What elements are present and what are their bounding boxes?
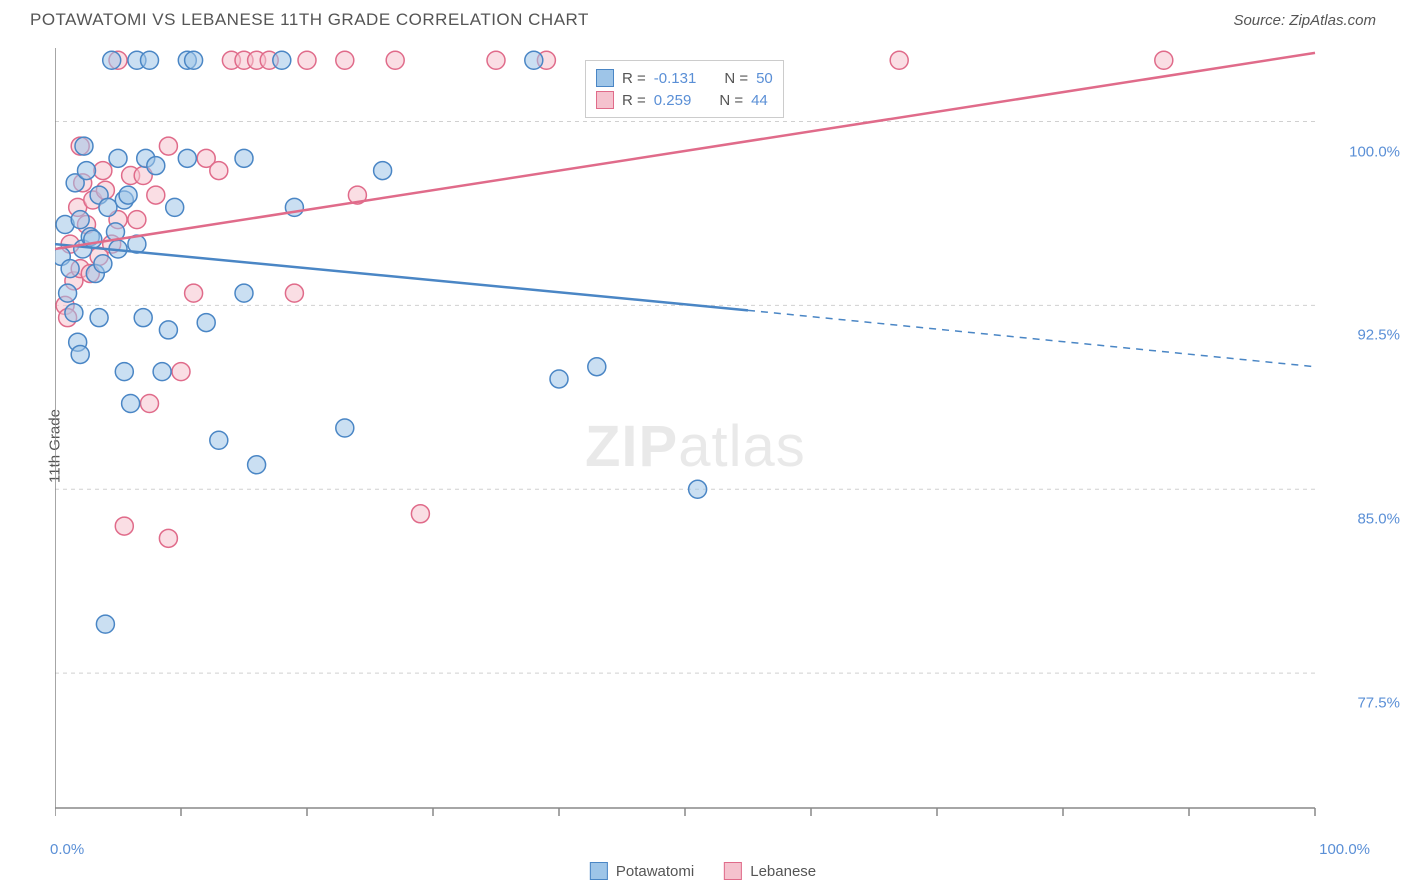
legend-swatch-lebanese [724,862,742,880]
x-start-label: 0.0% [50,841,84,858]
stat-n-label-0: N = [724,70,748,87]
stat-n-val-0: 50 [756,70,773,87]
source-label: Source: ZipAtlas.com [1233,12,1376,29]
ytick-label: 92.5% [1357,327,1400,344]
legend-item-potawatomi: Potawatomi [590,862,694,880]
chart-header: POTAWATOMI VS LEBANESE 11TH GRADE CORREL… [0,0,1406,36]
stat-row-lebanese: R = 0.259 N = 44 [596,89,773,111]
ytick-label: 85.0% [1357,511,1400,528]
legend-swatch-potawatomi [590,862,608,880]
stat-row-potawatomi: R = -0.131 N = 50 [596,67,773,89]
stat-r-label-0: R = [622,70,646,87]
stat-r-val-1: 0.259 [654,92,692,109]
stat-r-label-1: R = [622,92,646,109]
stat-n-label-1: N = [719,92,743,109]
ytick-label: 77.5% [1357,695,1400,712]
legend-label-lebanese: Lebanese [750,863,816,880]
ytick-label: 100.0% [1349,143,1400,160]
legend-item-lebanese: Lebanese [724,862,816,880]
stat-r-val-0: -0.131 [654,70,697,87]
chart-area: ZIPatlas R = -0.131 N = 50 R = 0.259 N =… [55,48,1360,828]
bottom-legend: Potawatomi Lebanese [590,862,816,880]
chart-title: POTAWATOMI VS LEBANESE 11TH GRADE CORREL… [30,10,589,30]
x-end-label: 100.0% [1319,841,1370,858]
stat-swatch-potawatomi [596,69,614,87]
stats-box: R = -0.131 N = 50 R = 0.259 N = 44 [585,60,784,118]
chart-svg [55,48,1360,828]
legend-label-potawatomi: Potawatomi [616,863,694,880]
stat-n-val-1: 44 [751,92,768,109]
stat-swatch-lebanese [596,91,614,109]
